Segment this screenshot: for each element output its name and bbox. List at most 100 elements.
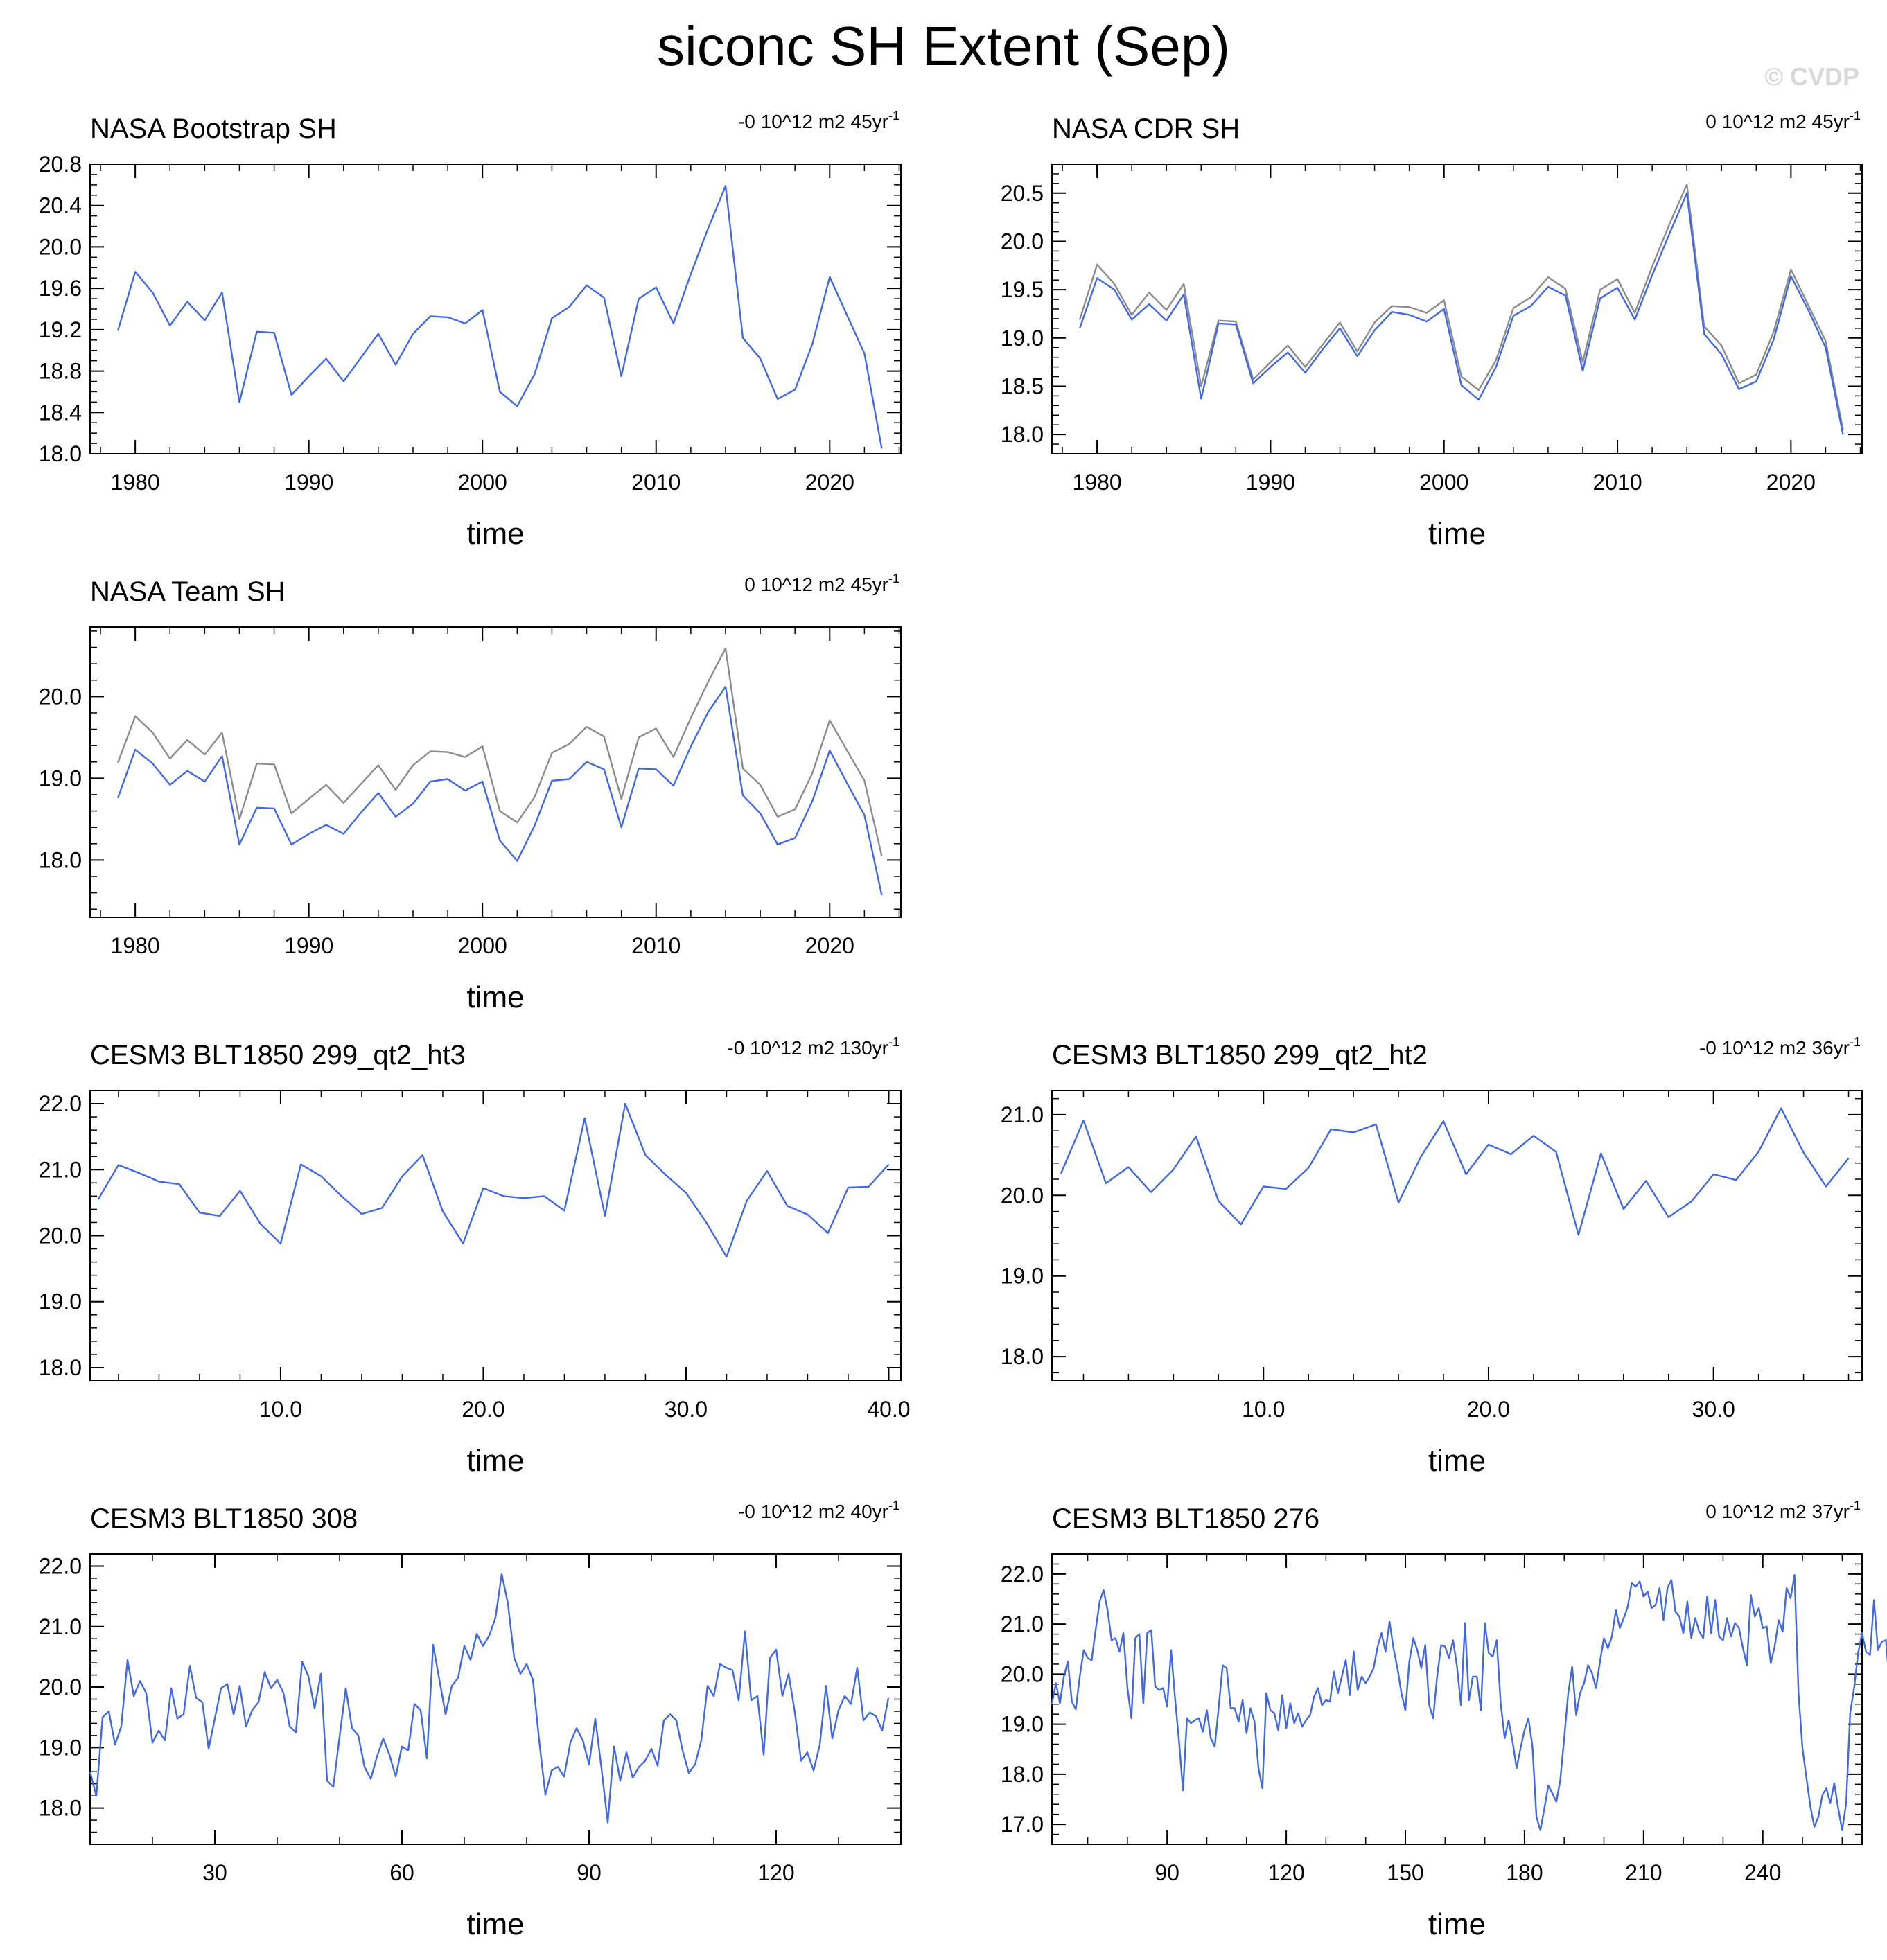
x-tick-label: 1980 (111, 933, 160, 958)
x-tick-label: 210 (1625, 1860, 1662, 1885)
y-tick-label: 18.0 (39, 1796, 82, 1821)
x-tick-label: 180 (1506, 1860, 1543, 1885)
x-axis-label: time (466, 1907, 524, 1941)
x-tick-label: 1990 (284, 470, 333, 495)
series-line-1 (89, 1573, 890, 1824)
y-tick-label: 21.0 (1001, 1612, 1044, 1636)
x-tick-label: 2010 (1592, 470, 1642, 495)
plot-frame (89, 626, 902, 918)
x-tick-label: 30 (202, 1860, 227, 1885)
x-tick-label: 1980 (1072, 470, 1121, 495)
panel-title: NASA Team SH (90, 576, 286, 607)
y-tick-label: 19.0 (1001, 326, 1044, 351)
panel-title: CESM3 BLT1850 308 (90, 1503, 358, 1534)
x-tick-label: 1990 (284, 933, 333, 958)
panel-title: NASA CDR SH (1052, 114, 1240, 144)
y-tick-label: 18.4 (39, 400, 82, 425)
x-axis-label: time (466, 980, 524, 1014)
y-tick-label: 22.0 (39, 1091, 82, 1116)
y-tick-label: 19.6 (39, 276, 82, 301)
y-tick-label: 19.5 (1001, 277, 1044, 302)
y-tick-label: 20.0 (39, 1224, 82, 1248)
panel-title: CESM3 BLT1850 299_qt2_ht2 (1052, 1040, 1428, 1070)
x-tick-label: 2010 (631, 933, 681, 958)
y-tick-label: 21.0 (39, 1614, 82, 1639)
x-axis-label: time (466, 517, 524, 551)
panel-3: 1980 1990 2000 2010 2020 18.0 19.0 20.0 NASA Tea… (39, 572, 902, 1014)
y-tick-label: 18.0 (39, 441, 82, 466)
y-tick-label: 20.0 (39, 684, 82, 709)
y-tick-label: 20.0 (39, 234, 82, 259)
series-line-1 (1051, 1574, 1887, 1832)
plot-frame (89, 1090, 902, 1381)
y-tick-label: 20.8 (39, 152, 82, 177)
y-tick-label: 22.0 (1001, 1562, 1044, 1587)
x-axis-label: time (1428, 517, 1486, 551)
y-tick-label: 19.0 (39, 766, 82, 791)
y-tick-label: 21.0 (39, 1157, 82, 1182)
watermark: © CVDP (1764, 62, 1859, 91)
y-tick-label: 18.0 (39, 1355, 82, 1380)
y-tick-label: 17.0 (1001, 1812, 1044, 1837)
trend-annotation: -0 10^12 m2 40yr-1 (738, 1499, 899, 1522)
y-tick-label: 19.2 (39, 317, 82, 342)
x-axis-label: time (1428, 1444, 1486, 1478)
y-tick-label: 22.0 (39, 1553, 82, 1578)
y-tick-label: 20.0 (1001, 229, 1044, 254)
series-line-1 (116, 647, 883, 856)
panel-7: 90 120 150 180 210 240 17.0 18.0 19.0 20.0 21.0 22.… (1001, 1499, 1887, 1941)
x-tick-label: 40.0 (867, 1397, 910, 1422)
trend-annotation: 0 10^12 m2 45yr-1 (744, 572, 899, 595)
x-tick-label: 1980 (111, 470, 160, 495)
y-tick-label: 20.0 (1001, 1661, 1044, 1686)
series-line-1 (97, 1102, 890, 1258)
y-tick-label: 20.0 (39, 1675, 82, 1699)
series-line-1 (116, 185, 883, 449)
x-tick-label: 2020 (805, 470, 854, 495)
panel-1: 1980 1990 2000 2010 2020 18.0 18.4 18.8 19.2 19.6… (39, 109, 902, 551)
y-tick-label: 18.0 (1001, 422, 1044, 447)
panel-2: 1980 1990 2000 2010 2020 18.0 18.5 19.0 19.5 20.0… (1001, 109, 1863, 551)
panel-4: 10.0 20.0 30.0 40.0 18.0 19.0 20.0 21.0 22.0 CESM… (39, 1035, 911, 1478)
x-tick-label: 2020 (805, 933, 854, 958)
x-tick-label: 10.0 (259, 1397, 302, 1422)
x-tick-label: 30.0 (1692, 1397, 1735, 1422)
y-tick-label: 20.0 (1001, 1183, 1044, 1208)
panel-title: CESM3 BLT1850 299_qt2_ht3 (90, 1040, 466, 1070)
trend-annotation: 0 10^12 m2 37yr-1 (1705, 1499, 1861, 1522)
panel-title: CESM3 BLT1850 276 (1052, 1503, 1319, 1534)
y-tick-label: 18.5 (1001, 373, 1044, 398)
y-tick-label: 19.0 (39, 1289, 82, 1314)
x-tick-label: 1990 (1246, 470, 1295, 495)
y-tick-label: 18.0 (1001, 1344, 1044, 1369)
x-axis-label: time (1428, 1907, 1486, 1941)
series-line-1 (1060, 1107, 1850, 1236)
y-tick-label: 19.0 (1001, 1712, 1044, 1737)
series-line-1 (1078, 184, 1844, 430)
plot-frame (1051, 1090, 1863, 1381)
trend-annotation: -0 10^12 m2 36yr-1 (1699, 1035, 1861, 1059)
x-tick-label: 20.0 (1467, 1397, 1510, 1422)
x-tick-label: 90 (1155, 1860, 1179, 1885)
panel-title: NASA Bootstrap SH (90, 114, 337, 144)
x-axis-label: time (466, 1444, 524, 1478)
y-tick-label: 20.5 (1001, 181, 1044, 206)
x-tick-label: 60 (389, 1860, 414, 1885)
trend-annotation: 0 10^12 m2 45yr-1 (1705, 109, 1861, 132)
x-tick-label: 120 (757, 1860, 794, 1885)
series-line-2 (116, 686, 883, 896)
x-tick-label: 20.0 (462, 1397, 504, 1422)
plot-frame (1051, 1553, 1863, 1845)
x-tick-label: 2000 (458, 470, 507, 495)
x-tick-label: 150 (1387, 1860, 1423, 1885)
y-tick-label: 18.0 (1001, 1762, 1044, 1787)
x-tick-label: 2010 (631, 470, 681, 495)
trend-annotation: -0 10^12 m2 130yr-1 (727, 1035, 899, 1059)
x-tick-label: 30.0 (665, 1397, 708, 1422)
y-tick-label: 19.0 (1001, 1264, 1044, 1289)
trend-annotation: -0 10^12 m2 45yr-1 (738, 109, 899, 132)
x-tick-label: 90 (577, 1860, 602, 1885)
x-tick-label: 120 (1267, 1860, 1304, 1885)
panel-5: 10.0 20.0 30.0 18.0 19.0 20.0 21.0 CESM3 BLT185… (1001, 1035, 1863, 1478)
y-tick-label: 21.0 (1001, 1102, 1044, 1127)
